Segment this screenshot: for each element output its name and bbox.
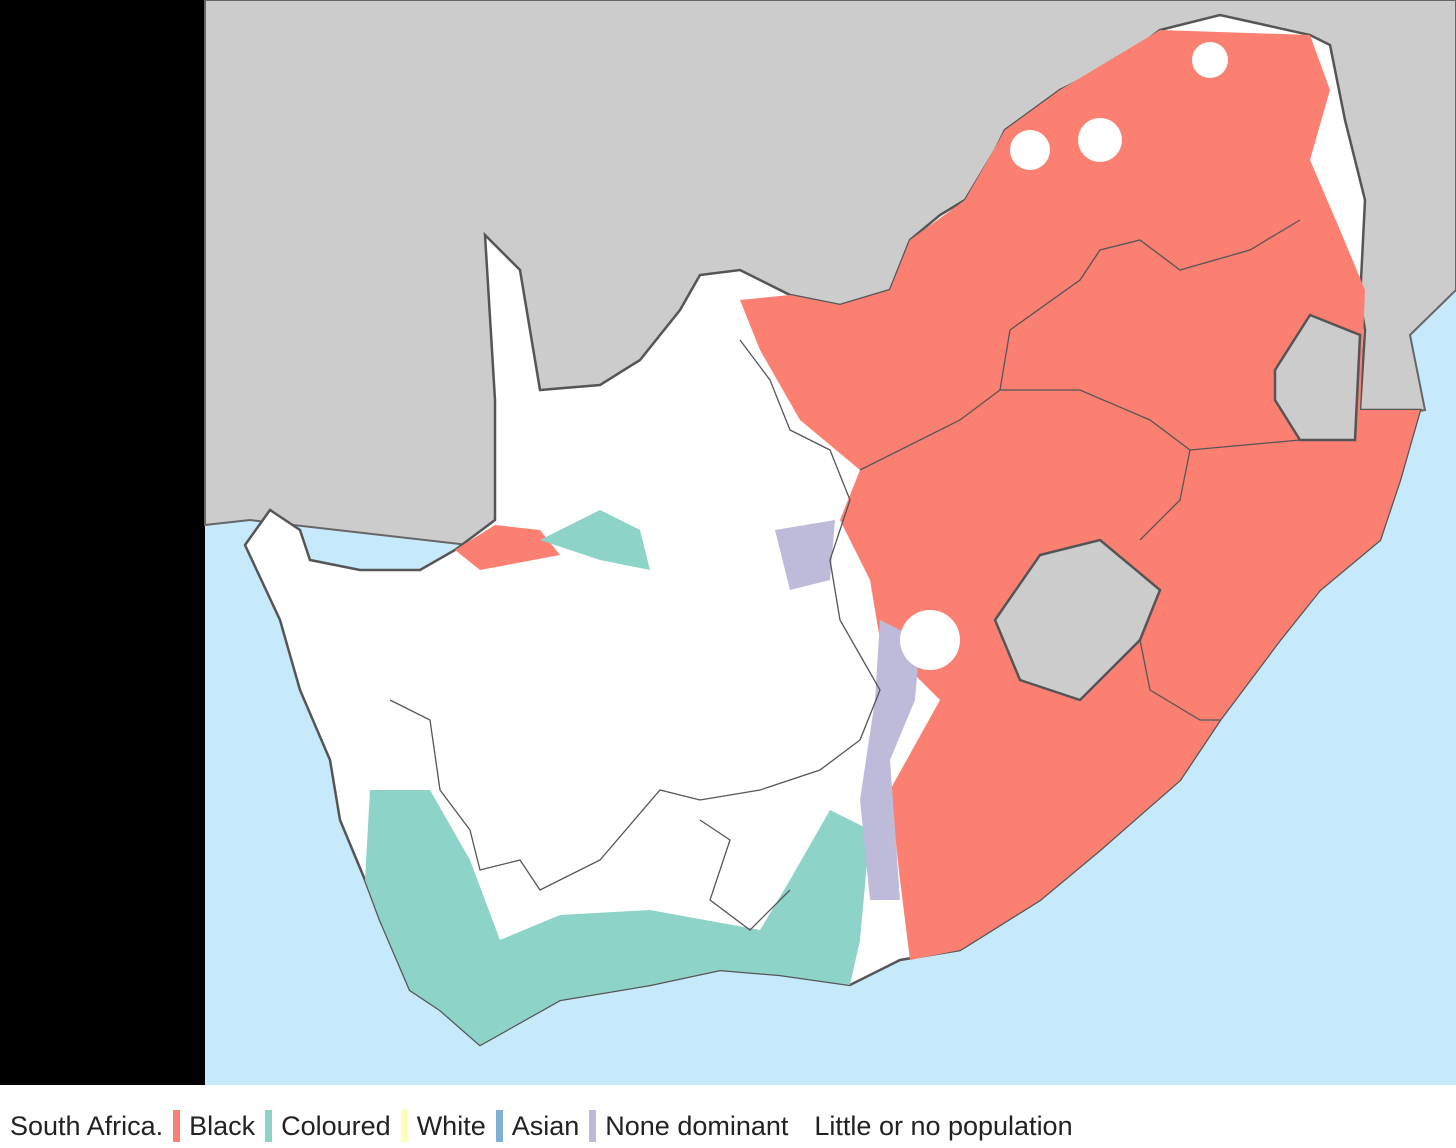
legend: South Africa. Black Coloured White Asian Non… <box>10 1106 1073 1146</box>
map <box>0 0 1456 1085</box>
coloured-majority-region <box>365 790 870 1045</box>
none-dominant-patch <box>860 620 920 900</box>
legend-label: Black <box>189 1110 256 1141</box>
legend-item: Little or no population <box>798 1110 1073 1142</box>
legend-item: Asian <box>495 1110 580 1142</box>
legend-title: South Africa. <box>10 1110 164 1141</box>
province-borders <box>389 219 1301 931</box>
black-majority-west <box>455 525 560 570</box>
coloured-patch <box>540 510 650 570</box>
legend-label: Asian <box>511 1110 580 1141</box>
legend-label: None dominant <box>605 1110 789 1141</box>
hole <box>1078 118 1122 162</box>
border <box>699 819 791 931</box>
none-dominant-patch <box>775 520 835 590</box>
legend-label: Coloured <box>281 1110 391 1141</box>
legend-item: Black <box>173 1110 255 1142</box>
border <box>859 389 1191 541</box>
border <box>1189 439 1301 451</box>
border <box>739 339 881 741</box>
hole <box>900 610 960 670</box>
legend-label: White <box>416 1110 486 1141</box>
legend-swatch <box>265 1110 273 1142</box>
eswatini <box>1273 313 1362 442</box>
legend-swatch <box>400 1110 408 1142</box>
legend-label: Little or no population <box>814 1110 1073 1141</box>
sparse-holes <box>715 42 1228 670</box>
legend-item: Coloured <box>265 1110 391 1142</box>
legend-swatch <box>798 1110 806 1142</box>
legend-swatch <box>495 1110 503 1142</box>
black-margin <box>0 0 205 1085</box>
legend-swatch <box>589 1110 597 1142</box>
black-majority-region <box>740 30 1420 960</box>
legend-item: White <box>400 1110 486 1142</box>
hole <box>1192 42 1228 78</box>
lesotho <box>993 538 1162 702</box>
legend-swatch <box>173 1110 181 1142</box>
border <box>1139 639 1220 721</box>
border <box>999 219 1301 391</box>
hole <box>715 395 765 445</box>
border <box>389 699 861 891</box>
legend-item: None dominant <box>589 1110 788 1142</box>
hole <box>1010 130 1050 170</box>
